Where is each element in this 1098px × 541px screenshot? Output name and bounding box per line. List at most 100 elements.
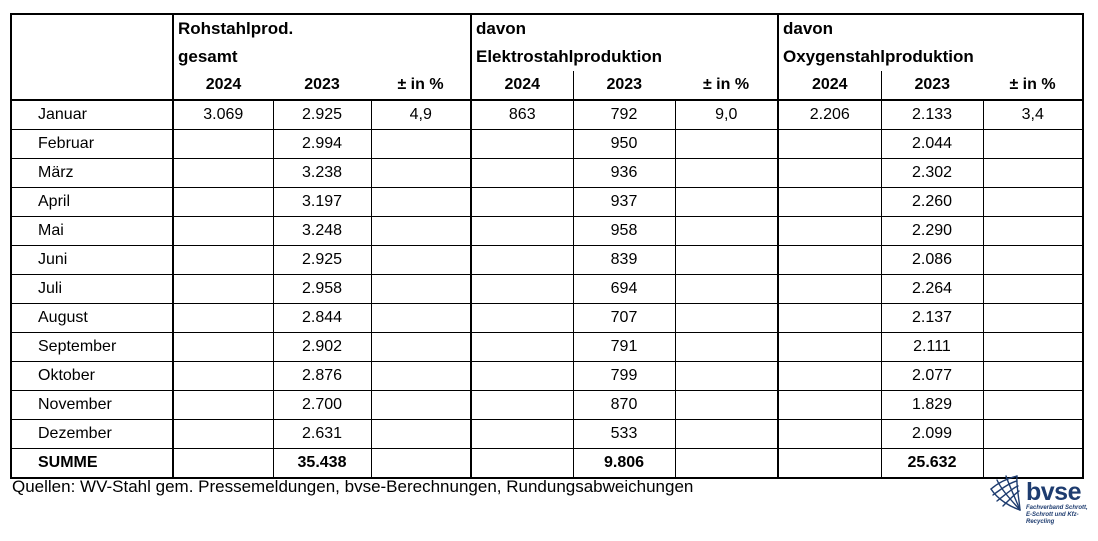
value-cell: 2.077 [880, 361, 984, 391]
year-header-2024-g1: 2024 [172, 71, 273, 101]
value-cell [370, 361, 472, 391]
value-cell [982, 332, 1084, 362]
value-cell [674, 448, 779, 479]
value-cell [674, 129, 779, 159]
value-cell [777, 245, 882, 275]
value-cell: 3.197 [272, 187, 372, 217]
value-cell: 707 [572, 303, 676, 333]
table-row: SUMME 35.438 9.806 25.632 [10, 448, 1084, 479]
row-label-summe: SUMME [10, 448, 174, 479]
value-cell: 958 [572, 216, 676, 246]
row-label-august: August [10, 303, 174, 333]
value-cell: 3.238 [272, 158, 372, 188]
group-title-line1: davon [783, 19, 834, 38]
table-body: Januar 3.069 2.925 4,9 863 792 9,0 2.206 2.133 3,… [10, 99, 1084, 479]
group-title-line1: davon [476, 19, 527, 38]
value-cell [172, 187, 274, 217]
value-cell [470, 274, 574, 304]
group-header-rohstahl-gesamt: Rohstahlprod. gesamt [172, 14, 471, 71]
value-cell [674, 390, 779, 420]
value-cell: 2.302 [880, 158, 984, 188]
table-row: März 3.238 936 2.302 [10, 158, 1084, 188]
value-cell [777, 361, 882, 391]
value-cell [982, 274, 1084, 304]
value-cell [777, 158, 882, 188]
value-cell [470, 129, 574, 159]
group-title-line2: gesamt [178, 47, 238, 66]
source-note: Quellen: WV-Stahl gem. Pressemeldungen, … [12, 477, 694, 496]
value-cell: 2.137 [880, 303, 984, 333]
value-cell: 2.925 [272, 245, 372, 275]
value-cell [674, 303, 779, 333]
logo-text: bvse Fachverband Schrott, E-Schrott und … [1026, 479, 1096, 526]
table-row: September 2.902 791 2.111 [10, 332, 1084, 362]
value-cell [674, 245, 779, 275]
value-cell: 2.994 [272, 129, 372, 159]
value-cell [777, 448, 882, 479]
value-cell [777, 274, 882, 304]
value-cell [777, 390, 882, 420]
value-cell [470, 245, 574, 275]
row-label-februar: Februar [10, 129, 174, 159]
value-cell: 2.111 [880, 332, 984, 362]
value-cell [777, 216, 882, 246]
table-row: Mai 3.248 958 2.290 [10, 216, 1084, 246]
value-cell: 2.700 [272, 390, 372, 420]
year-header-2024-g3: 2024 [777, 71, 881, 101]
value-cell [370, 303, 472, 333]
value-cell [172, 274, 274, 304]
value-cell: 2.099 [880, 419, 984, 449]
value-cell [370, 245, 472, 275]
value-cell: 839 [572, 245, 676, 275]
table-row: Oktober 2.876 799 2.077 [10, 361, 1084, 391]
value-cell [370, 448, 472, 479]
value-cell [674, 332, 779, 362]
value-cell: 3.248 [272, 216, 372, 246]
row-label-mai: Mai [10, 216, 174, 246]
value-cell: 2.206 [777, 99, 882, 130]
group-title-line1: Rohstahlprod. [178, 19, 294, 38]
value-cell: 2.844 [272, 303, 372, 333]
value-cell [982, 158, 1084, 188]
value-cell [470, 390, 574, 420]
year-header-row: 2024 2023 ± in % 2024 2023 ± in % 2024 2… [11, 71, 1083, 101]
year-header-2023-g2: 2023 [572, 71, 675, 101]
row-label-september: September [10, 332, 174, 362]
value-cell: 950 [572, 129, 676, 159]
row-label-november: November [10, 390, 174, 420]
group-header-elektrostahl: davon Elektrostahlproduktion [470, 14, 778, 71]
value-cell [982, 245, 1084, 275]
value-cell: 2.631 [272, 419, 372, 449]
value-cell [470, 361, 574, 391]
value-cell [172, 332, 274, 362]
group-title-line2: Oxygenstahlproduktion [783, 47, 974, 66]
table-row: Dezember 2.631 533 2.099 [10, 419, 1084, 449]
value-cell: 2.044 [880, 129, 984, 159]
value-cell: 4,9 [370, 99, 472, 130]
value-cell [982, 390, 1084, 420]
value-cell [982, 361, 1084, 391]
value-cell: 694 [572, 274, 676, 304]
value-cell [370, 129, 472, 159]
table-row: Januar 3.069 2.925 4,9 863 792 9,0 2.206 2.133 3,… [10, 99, 1084, 130]
row-label-m-rz: März [10, 158, 174, 188]
group-title-line2: Elektrostahlproduktion [476, 47, 663, 66]
value-cell: 2.925 [272, 99, 372, 130]
steel-production-table: Rohstahlprod. gesamt davon Elektrostahlp… [10, 13, 1084, 479]
value-cell: 799 [572, 361, 676, 391]
table-row: April 3.197 937 2.260 [10, 187, 1084, 217]
value-cell [370, 390, 472, 420]
value-cell [172, 419, 274, 449]
value-cell [172, 129, 274, 159]
row-label-januar: Januar [10, 99, 174, 130]
year-header-2023-g3: 2023 [880, 71, 983, 101]
value-cell [370, 274, 472, 304]
value-cell: 2.264 [880, 274, 984, 304]
table-row: Februar 2.994 950 2.044 [10, 129, 1084, 159]
value-cell [470, 303, 574, 333]
group-header-row: Rohstahlprod. gesamt davon Elektrostahlp… [11, 14, 1083, 101]
value-cell [674, 187, 779, 217]
value-cell [982, 187, 1084, 217]
value-cell [982, 303, 1084, 333]
value-cell [172, 390, 274, 420]
